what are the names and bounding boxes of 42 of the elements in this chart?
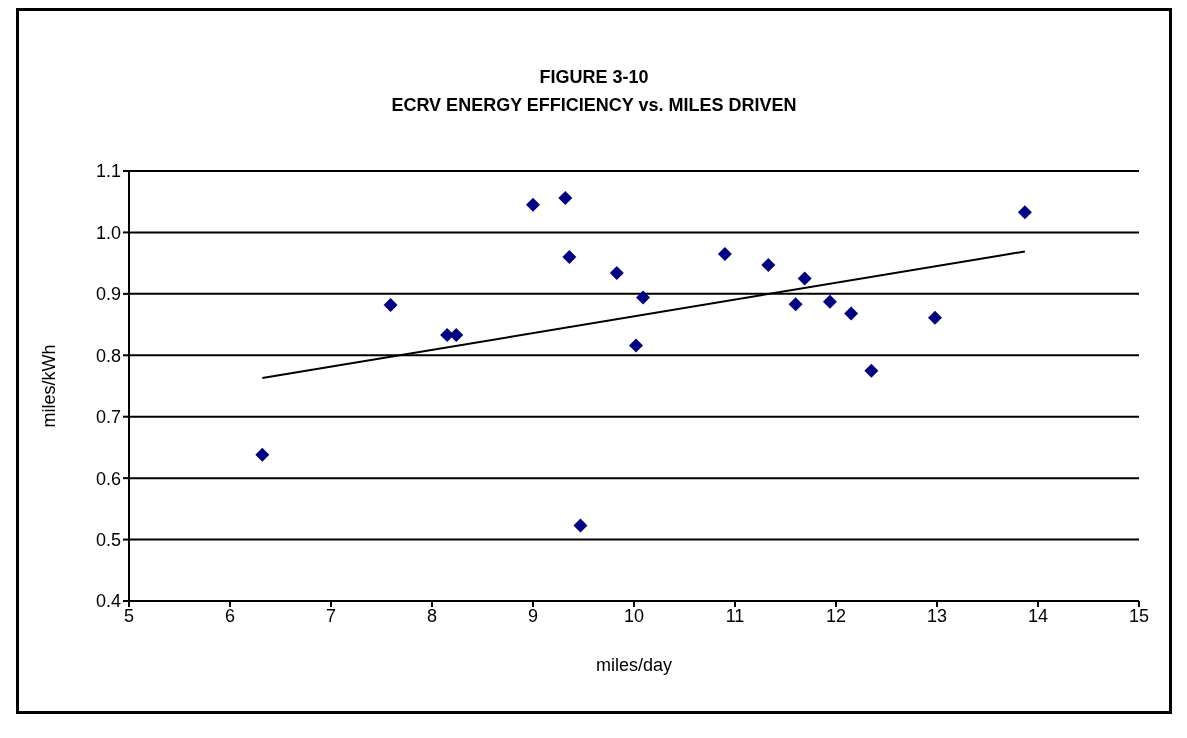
point <box>927 310 942 325</box>
point <box>822 294 837 309</box>
x-axis-title: miles/day <box>595 655 673 675</box>
point <box>558 191 573 206</box>
point <box>383 297 398 312</box>
y-tick-label: 0.4 <box>95 591 121 612</box>
point <box>573 518 588 533</box>
point <box>526 197 540 212</box>
x-tick-label: 7 <box>325 605 337 626</box>
point <box>761 257 776 272</box>
chart-subtitle: ECRV ENERGY EFFICIENCY vs. MILES DRIVEN <box>390 94 798 117</box>
y-axis-title: miles/kWh <box>39 344 60 428</box>
y-tick-label: 0.9 <box>95 284 121 305</box>
point <box>255 447 270 462</box>
point <box>844 306 859 321</box>
y-tick-label: 0.8 <box>95 345 121 366</box>
y-tick-label: 0.6 <box>95 468 121 489</box>
point <box>788 297 803 312</box>
y-tick-label: 0.5 <box>95 529 121 550</box>
x-tick-label: 5 <box>123 605 135 626</box>
chart-title: FIGURE 3-10 <box>538 66 650 89</box>
x-tick-label: 8 <box>426 605 438 626</box>
x-tick-label: 14 <box>1027 605 1049 626</box>
point <box>562 250 577 264</box>
point <box>636 290 651 305</box>
point <box>797 271 812 286</box>
y-tick-label: 1.0 <box>95 222 121 243</box>
y-tick-label: 1.1 <box>95 161 121 182</box>
x-tick-label: 9 <box>527 605 539 626</box>
x-tick-label: 12 <box>825 605 847 626</box>
x-tick-label: 15 <box>1128 605 1150 626</box>
point <box>629 338 644 353</box>
y-tick-label: 0.7 <box>95 407 121 428</box>
x-tick-label: 10 <box>623 605 645 626</box>
point <box>864 363 879 378</box>
x-tick-label: 13 <box>926 605 948 626</box>
x-tick-label: 6 <box>224 605 236 626</box>
x-tick-label: 11 <box>725 605 745 626</box>
point <box>1017 205 1032 220</box>
point <box>717 246 732 261</box>
point <box>609 265 624 280</box>
point <box>449 328 464 343</box>
